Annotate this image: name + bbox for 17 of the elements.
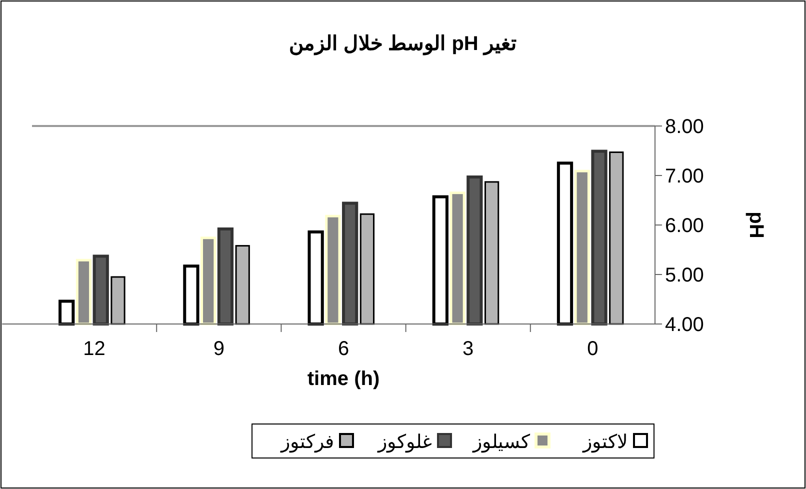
legend-label: لاكتوز [582, 432, 628, 453]
x-tick-label: 3 [462, 338, 474, 360]
x-tick-label: 0 [587, 338, 598, 360]
x-tick-label: 6 [338, 338, 350, 360]
legend-label: فركتوز [280, 432, 334, 453]
x-axis-title: time (h) [307, 368, 380, 390]
y-axis-title: pH [745, 212, 767, 238]
y-tick-label: 7.00 [665, 166, 704, 188]
chart-title: تغير pH الوسط خلال الزمن [289, 33, 517, 56]
y-tick-label: 8.00 [665, 116, 704, 138]
x-tick-label: 12 [83, 338, 106, 360]
y-tick-label: 5.00 [665, 264, 704, 286]
legend-label: غلوكوز [377, 432, 432, 453]
x-tick-label: 9 [213, 338, 224, 360]
legend-label: كسيلوز [472, 432, 531, 453]
y-tick-label: 4.00 [665, 314, 704, 336]
y-tick-label: 6.00 [665, 215, 704, 237]
